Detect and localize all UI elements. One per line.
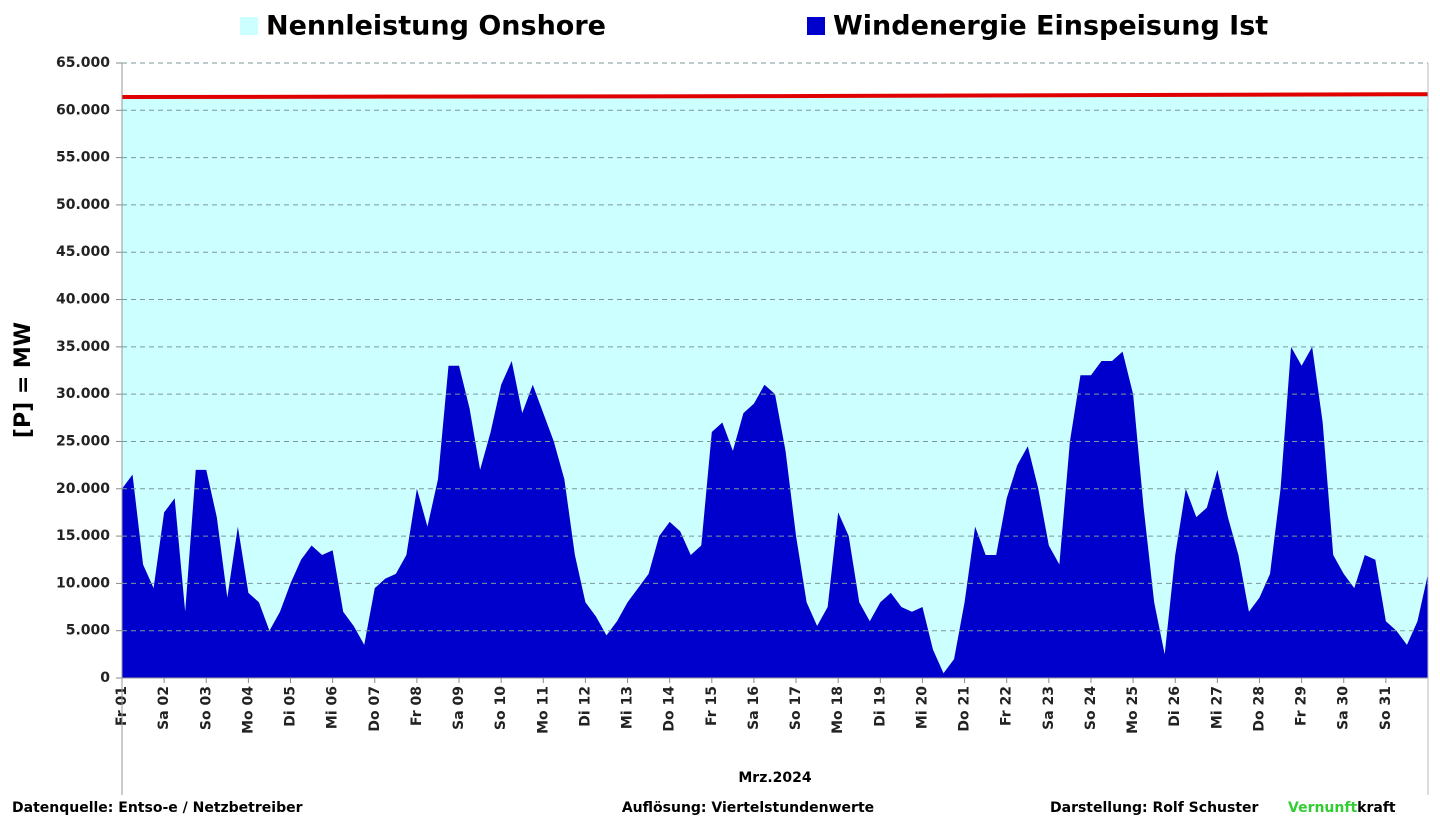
y-tick-label: 20.000 [56,481,110,497]
y-tick-label: 40.000 [56,292,110,308]
grid [122,62,1428,632]
y-tick-label: 45.000 [56,244,110,260]
footer-author: Darstellung: Rolf Schuster [1050,800,1259,816]
footer-resolution: Auflösung: Viertelstundenwerte [622,800,874,816]
x-tick-label: So 10 [493,686,509,730]
y-tick-label: 50.000 [56,197,110,213]
area-edge [121,92,1429,100]
x-tick-label: Sa 09 [451,686,467,730]
x-tick-label: Fr 15 [704,686,720,726]
y-tick-label: 35.000 [56,339,110,355]
x-tick-label: So 24 [1083,686,1099,730]
x-tick-label: Di 26 [1167,686,1183,727]
brand-part: kraft [1357,800,1396,816]
y-tick-label: 5.000 [66,623,111,639]
x-tick-label: Di 19 [872,686,888,727]
legend-swatch [240,17,258,35]
y-tick-label: 60.000 [56,102,110,118]
x-tick-label: Mo 04 [240,686,256,734]
y-tick-label: 55.000 [56,150,110,166]
x-tick-label: Fr 29 [1294,686,1310,726]
footer-source: Datenquelle: Entso-e / Netzbetreiber [12,800,303,816]
x-tick-label: Fr 22 [999,686,1015,726]
plot-area [121,92,1429,679]
legend-swatch [807,17,825,35]
y-tick-label: 10.000 [56,575,110,591]
x-tick-label: Di 05 [283,686,299,727]
x-tick-label: Do 14 [662,686,678,732]
x-tick-label: Mi 06 [325,686,341,729]
axes: 0 5.000 10.000 15.000 20.000 25.000 30.000 35.0… [56,11,1429,795]
area [122,346,1428,678]
legend-label: Windenergie Einspeisung Ist [833,11,1268,42]
y-axis-title: [P] = MW [11,322,36,438]
x-tick-label: Di 12 [577,686,593,727]
x-tick-label: Do 28 [1251,686,1267,732]
x-tick-label: Sa 23 [1041,686,1057,730]
x-tick-label: Mi 20 [914,686,930,729]
x-tick-label: Do 21 [957,686,973,732]
y-tick-label: 0 [100,670,110,686]
x-tick-label: Mo 11 [535,686,551,734]
brand-part: Vernunft [1288,800,1357,816]
y-tick-label: 25.000 [56,433,110,449]
legend-label: Nennleistung Onshore [266,11,606,42]
x-tick-label: So 03 [198,686,214,730]
x-tick-label: Mi 13 [620,686,636,729]
y-tick-label: 15.000 [56,528,110,544]
x-tick-label: So 17 [788,686,804,730]
x-tick-label: Do 07 [367,686,383,732]
x-tick-label: Mi 27 [1209,686,1225,729]
x-tick-label: Sa 02 [156,686,172,730]
x-tick-label: Mo 25 [1125,686,1141,734]
x-tick-label: Mo 18 [830,686,846,734]
x-tick-label: Fr 08 [409,686,425,726]
footer-brand: Vernunftkraft [1288,800,1396,816]
y-tick-label: 65.000 [56,55,110,71]
x-tick-label: Sa 16 [746,686,762,730]
x-tick-label: Sa 30 [1336,686,1352,730]
y-tick-label: 30.000 [56,386,110,402]
x-tick-label: So 31 [1378,686,1394,730]
x-axis-title: Mrz.2024 [738,770,812,786]
